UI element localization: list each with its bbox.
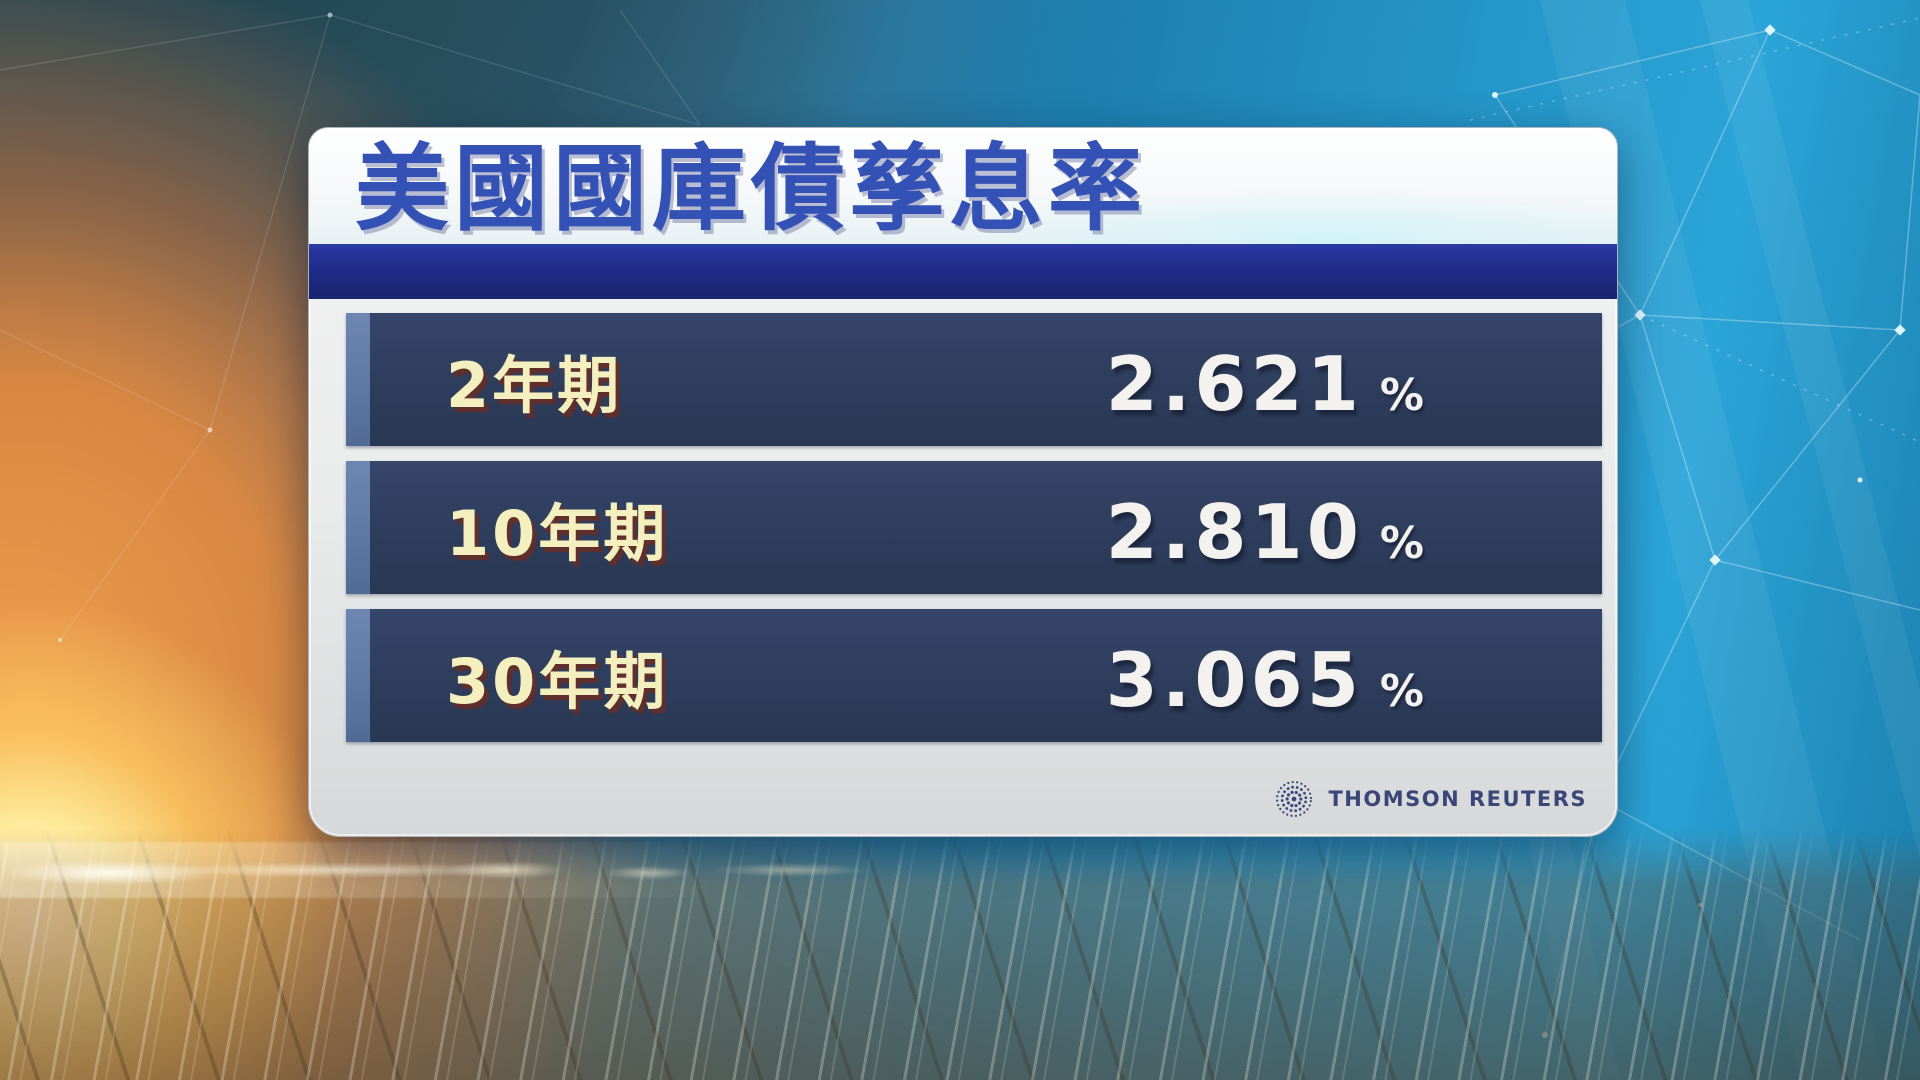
title-zone: 美國國庫債孳息率 [309, 128, 1617, 244]
yield-value: 2.621 [1105, 340, 1363, 428]
kinesis-dotted-sphere-icon [1276, 780, 1313, 818]
row-accent-stripe [346, 461, 370, 594]
row-accent-stripe [346, 313, 370, 446]
yield-row-2y: 2年期 2.621 % [346, 313, 1602, 446]
tenor-label: 2年期 [446, 348, 623, 422]
title-underline-band [309, 244, 1617, 299]
yield-value-group: 3.065 % [1106, 636, 1424, 724]
brand-text: THOMSON REUTERS [1328, 787, 1587, 811]
thomson-reuters-logo: THOMSON REUTERS [1272, 776, 1587, 822]
yield-rows: 2年期 2.621 % 10年期 2.810 % 30年期 3.065 [346, 313, 1602, 742]
yield-row-10y: 10年期 2.810 % [346, 461, 1602, 594]
yield-value: 3.065 [1105, 636, 1363, 724]
yield-data-card: 美國國庫債孳息率 2年期 2.621 % 10年期 2.810 % [308, 127, 1618, 837]
yield-value-group: 2.621 % [1106, 340, 1424, 428]
row-accent-stripe [346, 609, 370, 742]
tenor-label: 30年期 [446, 644, 669, 718]
yield-row-30y: 30年期 3.065 % [346, 609, 1602, 742]
yield-value: 2.810 [1105, 488, 1363, 576]
percent-sign: % [1379, 518, 1424, 569]
page-title: 美國國庫債孳息率 [355, 135, 1148, 244]
yield-value-group: 2.810 % [1106, 488, 1424, 576]
tenor-label: 10年期 [446, 496, 669, 570]
percent-sign: % [1379, 666, 1424, 717]
lens-flare [0, 842, 920, 898]
percent-sign: % [1379, 370, 1424, 421]
